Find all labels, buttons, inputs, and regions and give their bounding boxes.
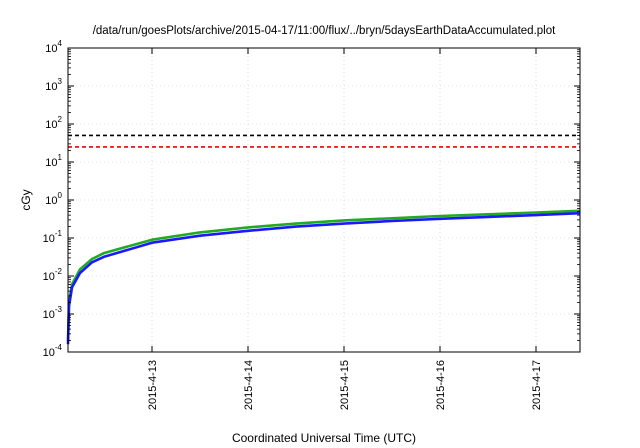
y-tick-label: 101: [45, 153, 62, 169]
y-axis: 10-4 10-3 10-2 10-1 100 101 102 103 104: [43, 39, 580, 359]
series-layer: [66, 134, 581, 345]
x-tick-label: 2015-4-14: [243, 360, 255, 410]
y-tick-label: 10-1: [43, 229, 63, 245]
y-axis-label: cGy: [19, 189, 33, 210]
x-tick-label: 2015-4-17: [531, 360, 543, 410]
grid: [68, 47, 580, 353]
x-tick-label: 2015-4-15: [339, 360, 351, 410]
y-tick-label: 102: [45, 115, 62, 131]
y-tick-label: 104: [45, 39, 62, 55]
x-tick-label: 2015-4-16: [435, 360, 447, 410]
x-axis: 2015-4-13 2015-4-14 2015-4-15 2015-4-16 2015…: [147, 48, 543, 410]
y-tick-label: 10-3: [43, 305, 63, 321]
series-line-2: [66, 211, 581, 345]
y-tick-label: 10-2: [43, 267, 63, 283]
y-tick-label: 103: [45, 77, 62, 93]
x-tick-label: 2015-4-13: [147, 360, 159, 410]
y-tick-label: 100: [45, 191, 62, 207]
chart-title: /data/run/goesPlots/archive/2015-04-17/1…: [93, 25, 556, 37]
x-axis-label: Coordinated Universal Time (UTC): [232, 431, 416, 445]
series-line-1: [66, 209, 581, 341]
y-tick-label: 10-4: [43, 343, 63, 359]
